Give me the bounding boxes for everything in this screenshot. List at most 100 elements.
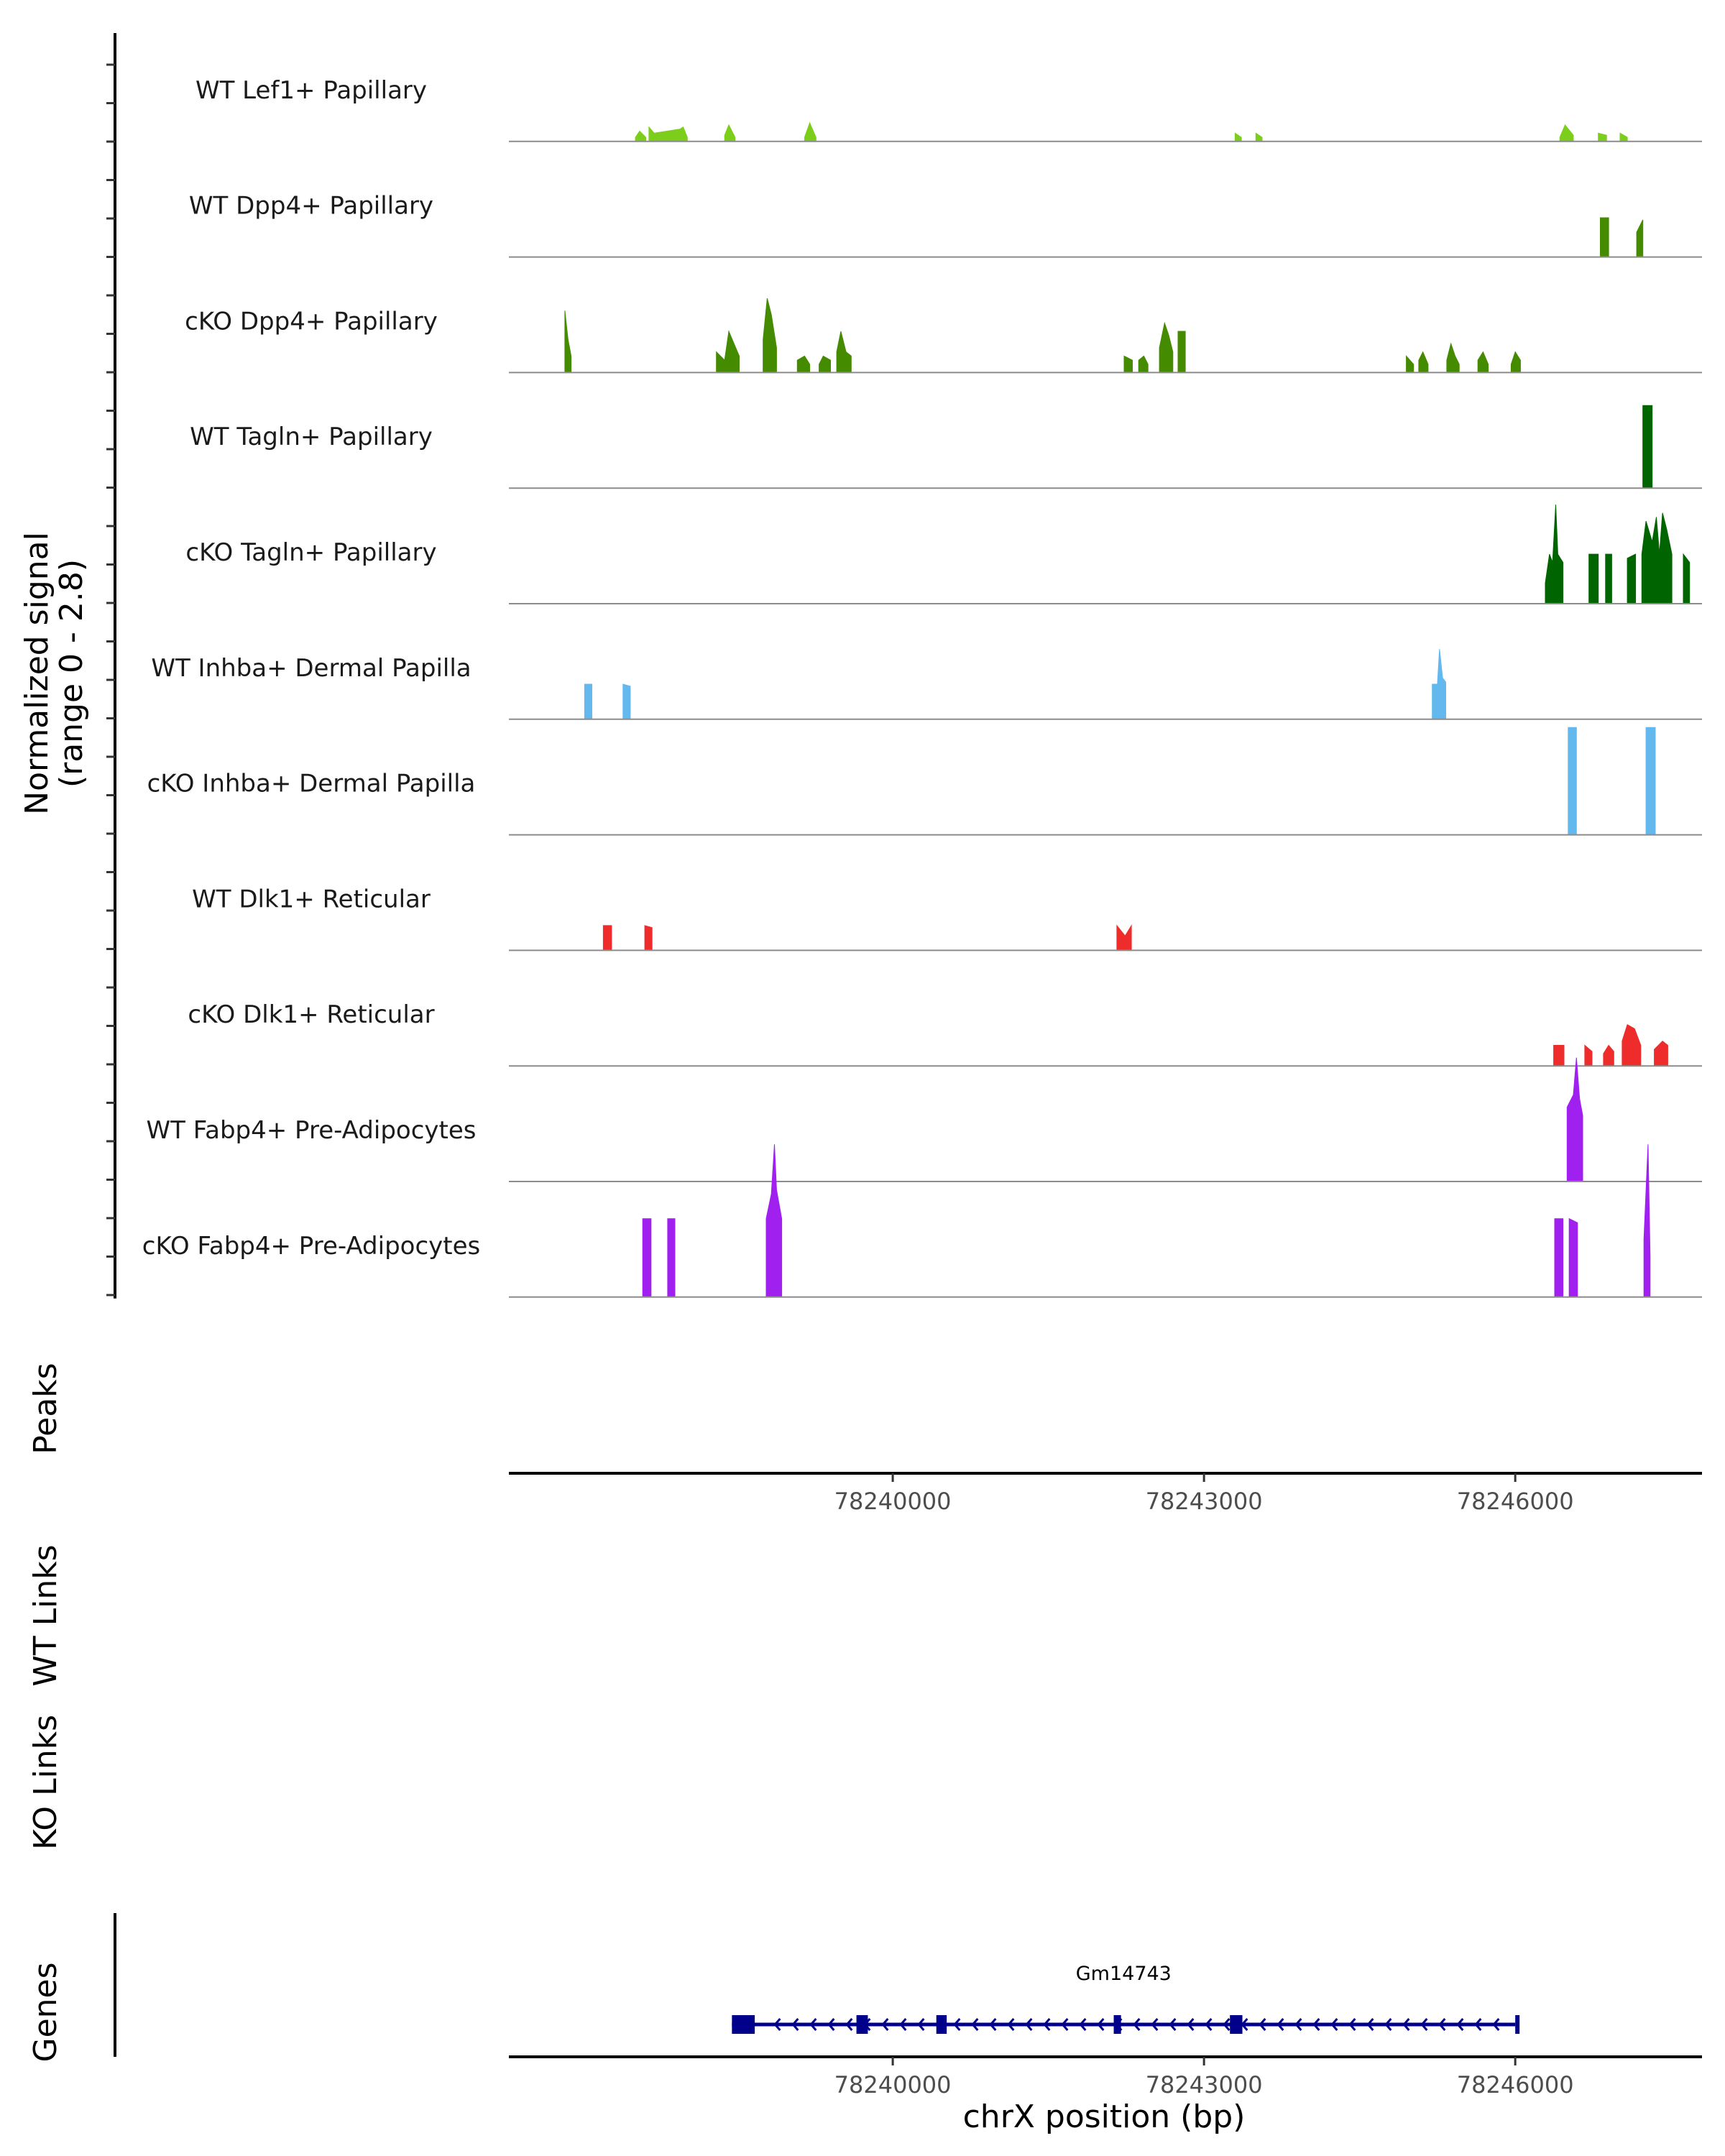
- coverage-peak: [1654, 1041, 1668, 1067]
- track-label: WT Dpp4+ Papillary: [189, 192, 433, 221]
- coverage-peak: [1584, 1044, 1593, 1067]
- coverage-peak: [1159, 321, 1174, 373]
- gene-exon: [936, 2015, 947, 2034]
- coverage-peak: [1568, 727, 1577, 836]
- track: WT Tagln+ Papillary: [190, 405, 1702, 489]
- strand-arrow: [827, 2018, 835, 2031]
- gene-exon: [856, 2015, 868, 2034]
- coverage-peak: [1432, 649, 1446, 720]
- coverage-peak: [804, 121, 816, 142]
- coverage-peak: [1553, 1045, 1565, 1067]
- genes-x-axis: 78240000 78243000 78246000: [509, 2055, 1702, 2099]
- gene-exon: [732, 2015, 755, 2034]
- coverage-peak: [635, 130, 646, 142]
- coverage-peak: [1116, 924, 1132, 951]
- x-tick-label: 78243000: [1146, 1488, 1263, 1515]
- coverage-peak: [644, 925, 653, 951]
- strand-arrow: [1294, 2018, 1302, 2031]
- strand-arrow: [1420, 2018, 1428, 2031]
- track-label: cKO Fabp4+ Pre-Adipocytes: [142, 1232, 481, 1261]
- strand-arrow: [1079, 2018, 1087, 2031]
- coverage-peak: [1641, 512, 1673, 604]
- strand-arrow: [1402, 2018, 1410, 2031]
- strand-arrow: [917, 2018, 925, 2031]
- coverage-peak: [836, 331, 852, 373]
- track-label: cKO Dlk1+ Reticular: [188, 1000, 434, 1029]
- strand-arrow: [1187, 2018, 1195, 2031]
- track-label: WT Fabp4+ Pre-Adipocytes: [147, 1116, 477, 1145]
- strand-arrow: [1007, 2018, 1015, 2031]
- coverage-peak: [1600, 217, 1609, 258]
- track: WT Inhba+ Dermal Papilla: [151, 649, 1702, 720]
- coverage-peak: [1588, 553, 1599, 604]
- wt-links-panel-title: WT Links: [27, 1544, 64, 1686]
- strand-arrow: [1348, 2018, 1356, 2031]
- strand-arrow: [989, 2018, 997, 2031]
- strand-arrow: [1312, 2018, 1320, 2031]
- gene-exon: [1515, 2015, 1520, 2034]
- coverage-peak: [622, 683, 631, 720]
- track-label: WT Dlk1+ Reticular: [192, 885, 431, 913]
- strand-arrow: [1456, 2018, 1464, 2031]
- gene-exon: [1230, 2015, 1243, 2034]
- strand-arrow: [971, 2018, 979, 2031]
- coverage-peak: [1138, 355, 1149, 373]
- coverage-peak: [724, 124, 736, 142]
- gene-exon: [1113, 2015, 1121, 2034]
- x-axis-title: chrX position (bp): [963, 2099, 1246, 2135]
- coverage-peak: [648, 126, 688, 142]
- coverage-peak: [1177, 331, 1186, 373]
- x-tick-label: 78240000: [834, 2071, 952, 2099]
- coverage-peak: [602, 925, 612, 951]
- coverage-peak: [667, 1218, 676, 1298]
- coverage-peak: [1645, 727, 1656, 836]
- track: cKO Dlk1+ Reticular: [188, 1000, 1702, 1067]
- x-tick-label: 78240000: [834, 1488, 952, 1515]
- track: cKO Tagln+ Papillary: [185, 505, 1702, 604]
- strand-arrow: [899, 2018, 907, 2031]
- strand-arrow: [1205, 2018, 1213, 2031]
- strand-arrow: [881, 2018, 889, 2031]
- coverage-peak: [1605, 553, 1612, 604]
- y-axis-title: Normalized signal: [19, 532, 55, 815]
- strand-arrow: [1259, 2018, 1266, 2031]
- coverage-peak: [1559, 124, 1574, 142]
- coverage-peak: [1636, 219, 1644, 258]
- ko-links-panel-title: KO Links: [27, 1715, 64, 1850]
- strand-arrow: [1025, 2018, 1033, 2031]
- track: cKO Dpp4+ Papillary: [185, 298, 1702, 374]
- strand-arrow: [1061, 2018, 1069, 2031]
- coverage-peak: [1622, 1024, 1642, 1067]
- strand-arrow: [1151, 2018, 1159, 2031]
- coverage-peak: [1477, 351, 1489, 373]
- coverage-peak: [1566, 1057, 1583, 1182]
- coverage-tracks: WT Lef1+ Papillary WT Dpp4+ Papillary cKO …: [142, 76, 1702, 1298]
- track: WT Dlk1+ Reticular: [192, 885, 1702, 952]
- peaks-x-axis: 78240000 78243000 78246000: [509, 1472, 1702, 1515]
- coverage-peak: [1603, 1044, 1614, 1067]
- coverage-peak: [1406, 355, 1414, 373]
- coverage-peak: [765, 1144, 783, 1298]
- strand-arrow: [1223, 2018, 1230, 2031]
- gene-label: Gm14743: [1076, 1963, 1172, 1985]
- x-tick-label: 78246000: [1457, 2071, 1574, 2099]
- strand-arrow: [1043, 2018, 1051, 2031]
- coverage-peak: [763, 298, 777, 373]
- coverage-peak: [1234, 132, 1242, 142]
- strand-arrow: [791, 2018, 799, 2031]
- track-label: WT Inhba+ Dermal Papilla: [151, 654, 471, 683]
- coverage-peak: [564, 310, 572, 373]
- strand-arrow: [1438, 2018, 1446, 2031]
- track: cKO Inhba+ Dermal Papilla: [147, 727, 1702, 836]
- track-label: cKO Tagln+ Papillary: [185, 538, 436, 567]
- track-label: WT Tagln+ Papillary: [190, 423, 433, 451]
- coverage-peak: [1446, 342, 1460, 373]
- coverage-peak: [1598, 132, 1607, 142]
- track: WT Fabp4+ Pre-Adipocytes: [147, 1057, 1702, 1182]
- coverage-peak: [1627, 553, 1637, 604]
- gene-track: [732, 2015, 1520, 2034]
- strand-arrow: [1097, 2018, 1105, 2031]
- track: WT Dpp4+ Papillary: [189, 192, 1702, 258]
- strand-arrow: [1474, 2018, 1482, 2031]
